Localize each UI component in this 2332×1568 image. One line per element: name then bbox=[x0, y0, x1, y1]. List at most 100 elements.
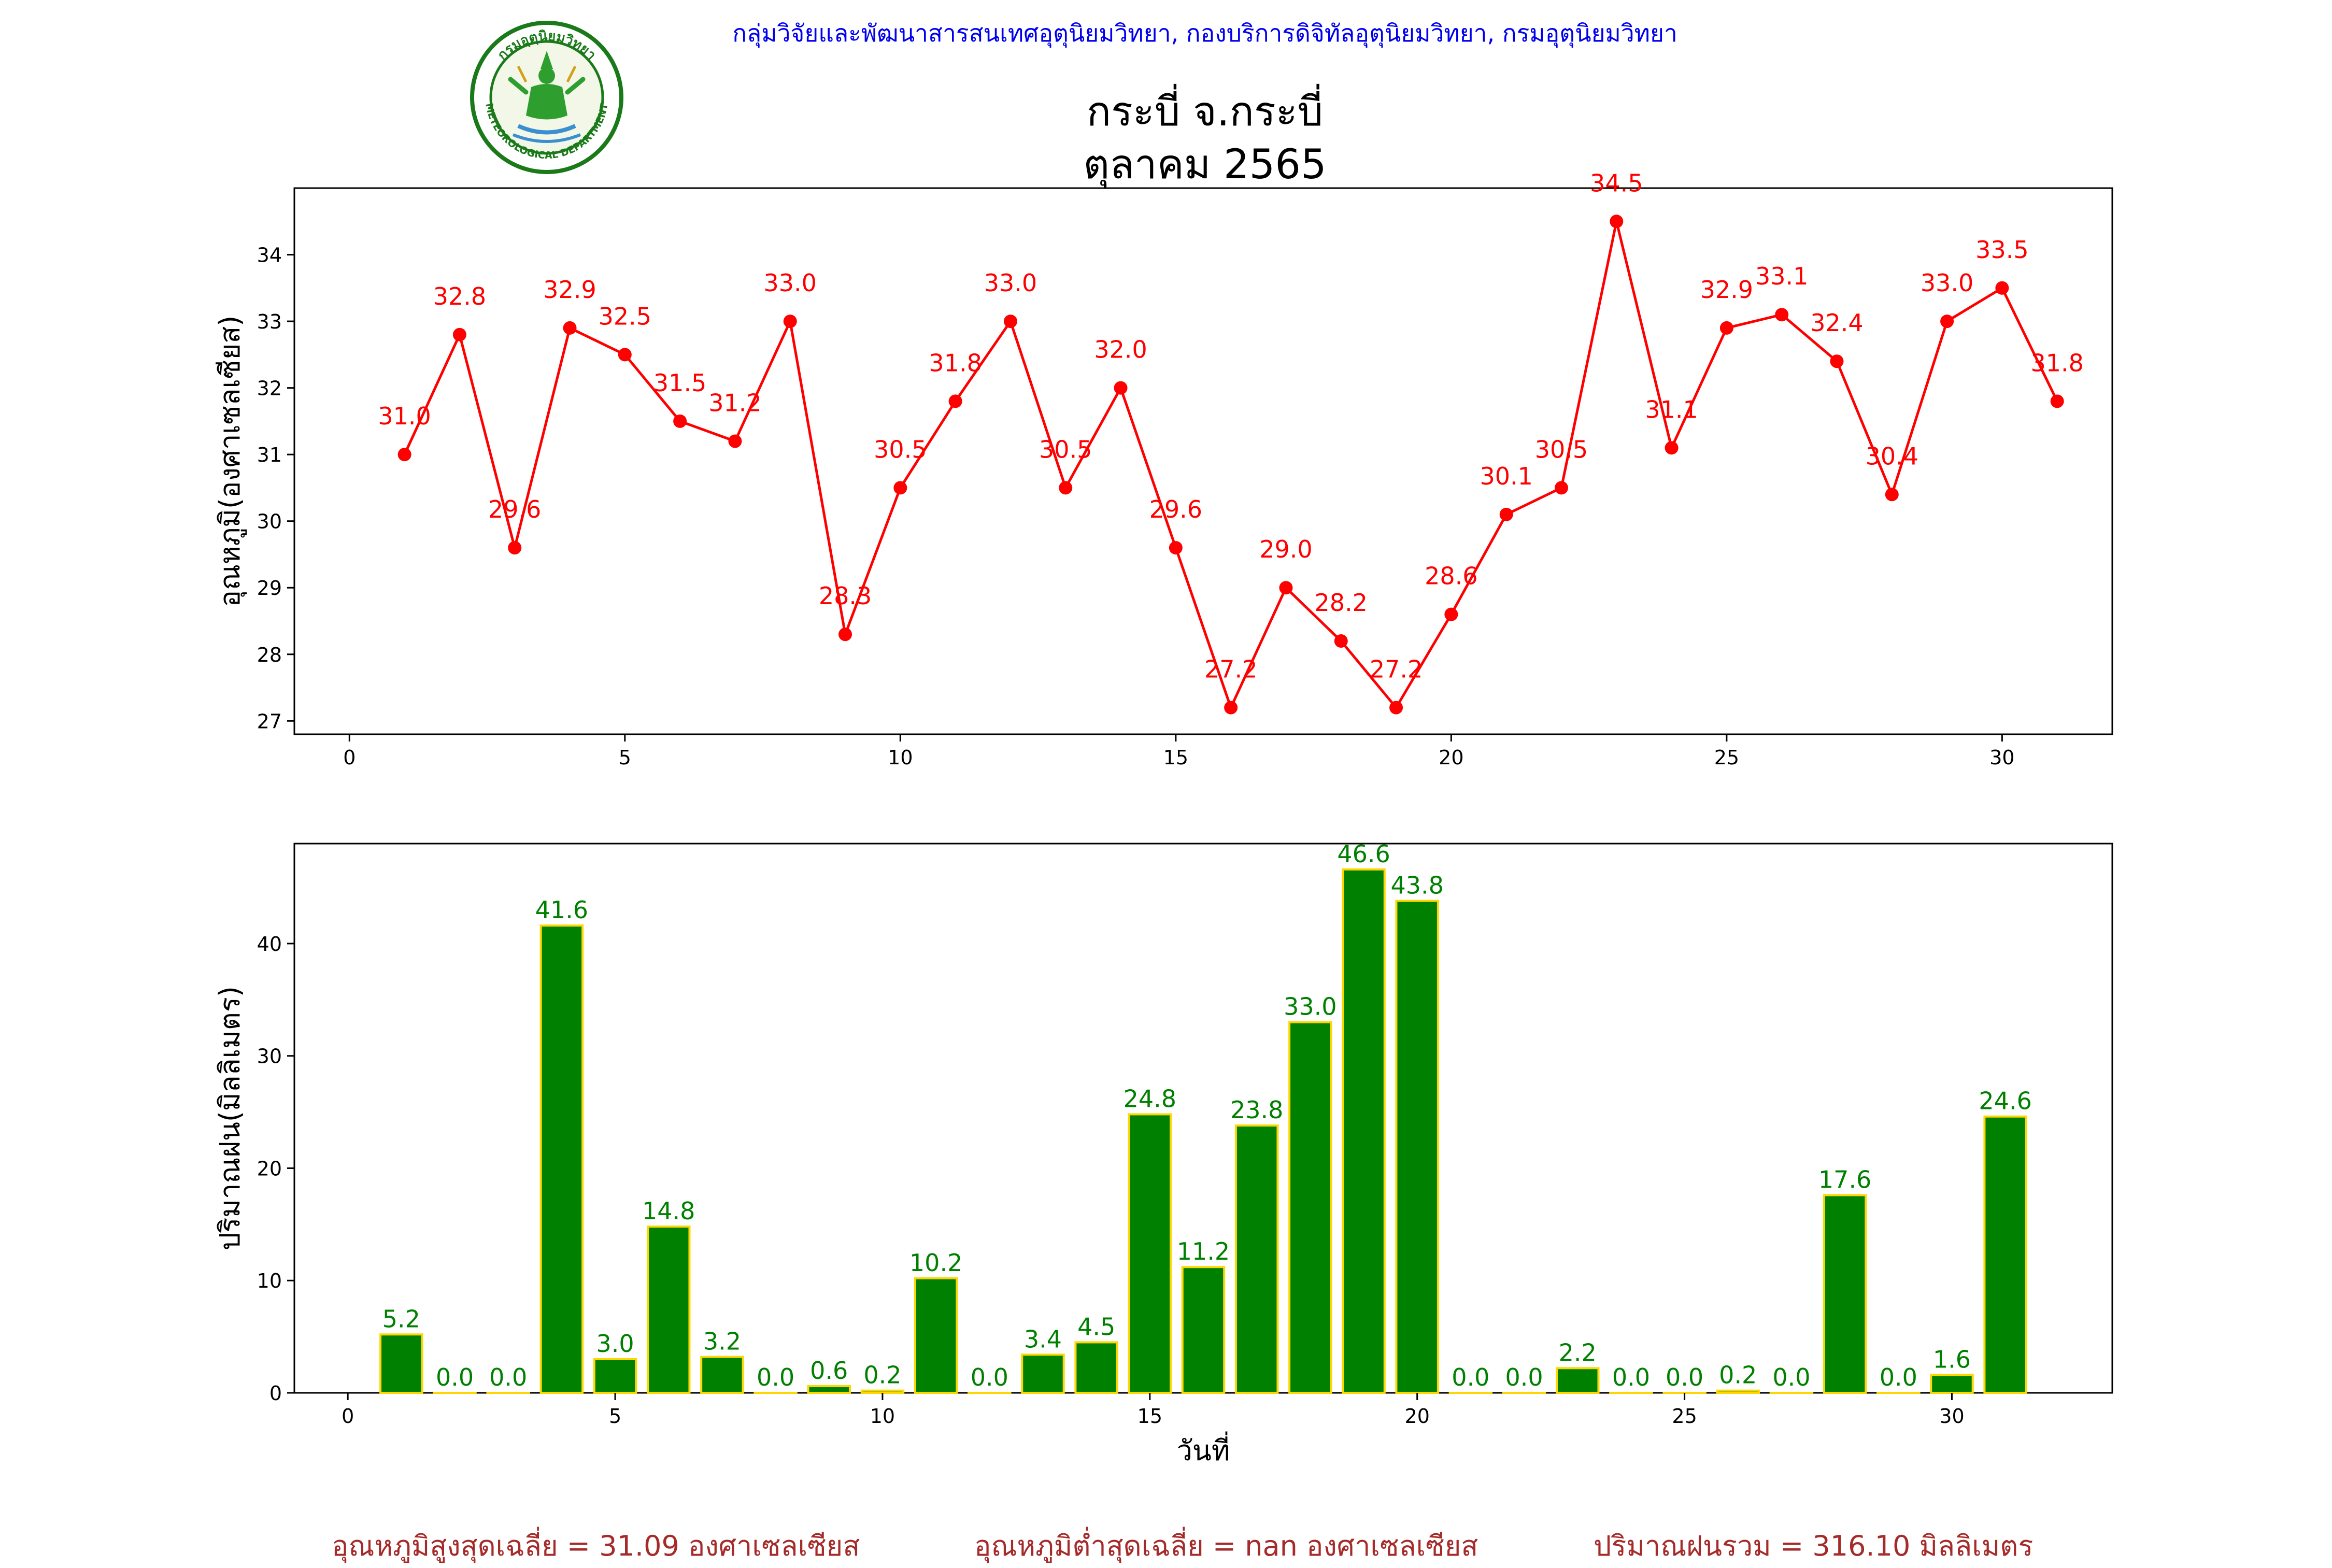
rain-data-label-4: 41.6 bbox=[535, 896, 588, 924]
rain-data-label-26: 0.2 bbox=[1719, 1361, 1757, 1389]
rain-bar-28 bbox=[1824, 1195, 1866, 1393]
temp-data-label-4: 32.9 bbox=[543, 276, 596, 304]
temp-point-23 bbox=[1610, 215, 1623, 228]
rain-xtick-label-3: 15 bbox=[1137, 1405, 1162, 1428]
rain-bar-14 bbox=[1075, 1342, 1117, 1393]
temp-point-22 bbox=[1555, 481, 1568, 494]
rain-bar-30 bbox=[1931, 1375, 1972, 1393]
temp-data-label-1: 31.0 bbox=[378, 402, 431, 430]
rain-data-label-1: 5.2 bbox=[382, 1305, 420, 1333]
rain-data-label-11: 10.2 bbox=[909, 1249, 962, 1277]
temp-point-13 bbox=[1059, 481, 1072, 494]
temp-data-label-26: 33.1 bbox=[1755, 262, 1808, 290]
rain-data-label-27: 0.0 bbox=[1772, 1363, 1810, 1391]
rain-xtick-label-6: 30 bbox=[1939, 1405, 1964, 1428]
temp-data-label-18: 28.2 bbox=[1315, 589, 1368, 617]
rain-data-label-25: 0.0 bbox=[1666, 1363, 1703, 1391]
rain-bar-1 bbox=[380, 1334, 422, 1393]
temp-ytick-label-3: 30 bbox=[257, 510, 282, 533]
temp-data-label-25: 32.9 bbox=[1700, 276, 1753, 304]
rain-data-label-9: 0.6 bbox=[810, 1357, 848, 1385]
temp-data-label-15: 29.6 bbox=[1149, 495, 1202, 523]
temp-point-19 bbox=[1389, 701, 1403, 715]
temp-data-label-13: 30.5 bbox=[1039, 435, 1092, 463]
temp-data-label-2: 32.8 bbox=[433, 282, 486, 310]
temp-point-9 bbox=[838, 628, 852, 641]
rain-data-label-16: 11.2 bbox=[1177, 1237, 1230, 1265]
temp-point-16 bbox=[1224, 701, 1238, 715]
temp-data-label-21: 30.1 bbox=[1480, 462, 1532, 490]
temp-data-label-28: 30.4 bbox=[1866, 442, 1918, 470]
rain-data-label-17: 23.8 bbox=[1230, 1096, 1283, 1124]
rain-data-label-28: 17.6 bbox=[1818, 1165, 1871, 1193]
temp-data-label-20: 28.6 bbox=[1425, 562, 1477, 590]
temp-point-29 bbox=[1940, 315, 1954, 328]
temp-data-label-10: 30.5 bbox=[874, 435, 927, 463]
temp-ytick-label-2: 29 bbox=[257, 577, 282, 600]
rain-bar-16 bbox=[1183, 1267, 1224, 1393]
rain-data-label-20: 43.8 bbox=[1390, 872, 1443, 900]
temp-point-20 bbox=[1444, 608, 1458, 621]
temp-data-label-5: 32.5 bbox=[599, 302, 651, 330]
temp-point-2 bbox=[453, 328, 466, 341]
temp-data-label-7: 31.2 bbox=[708, 389, 761, 417]
temp-point-10 bbox=[893, 481, 907, 494]
rain-data-label-23: 2.2 bbox=[1559, 1338, 1597, 1366]
rain-data-label-10: 0.2 bbox=[863, 1361, 901, 1389]
temp-point-30 bbox=[1995, 281, 2009, 295]
total-rainfall: ปริมาณฝนรวม = 316.10 มิลลิเมตร bbox=[1594, 1523, 2033, 1568]
rain-ytick-label-1: 10 bbox=[257, 1270, 282, 1292]
rain-data-label-6: 14.8 bbox=[642, 1197, 695, 1225]
rain-data-label-22: 0.0 bbox=[1505, 1363, 1543, 1391]
temp-point-17 bbox=[1279, 581, 1292, 594]
temp-ytick-label-1: 28 bbox=[257, 644, 282, 666]
temp-data-label-30: 33.5 bbox=[1975, 236, 2028, 264]
rain-bar-19 bbox=[1343, 869, 1384, 1393]
rain-ylabel: ปริมาณฝน(มิลลิเมตร) bbox=[214, 986, 246, 1250]
temp-point-3 bbox=[508, 541, 521, 554]
rain-bar-15 bbox=[1129, 1114, 1171, 1393]
rain-xtick-label-5: 25 bbox=[1672, 1405, 1697, 1428]
temp-xtick-label-5: 25 bbox=[1714, 746, 1739, 769]
temp-xtick-label-2: 10 bbox=[888, 746, 913, 769]
temp-data-label-17: 29.0 bbox=[1259, 535, 1312, 563]
rain-data-label-13: 3.4 bbox=[1024, 1325, 1062, 1353]
temp-point-27 bbox=[1830, 354, 1843, 368]
temp-data-label-22: 30.5 bbox=[1535, 435, 1588, 463]
rain-data-label-18: 33.0 bbox=[1284, 993, 1336, 1021]
temp-data-label-6: 31.5 bbox=[653, 369, 706, 397]
temp-series-line bbox=[405, 221, 2057, 707]
rain-bar-17 bbox=[1236, 1125, 1277, 1393]
rain-bar-26 bbox=[1717, 1391, 1759, 1393]
temp-ytick-label-5: 32 bbox=[257, 377, 282, 400]
temp-data-label-9: 28.3 bbox=[819, 582, 872, 610]
temp-data-label-31: 31.8 bbox=[2030, 349, 2083, 377]
rain-bar-5 bbox=[594, 1359, 636, 1393]
rain-xlabel: วันที่ bbox=[1177, 1431, 1230, 1467]
temp-data-label-24: 31.1 bbox=[1645, 395, 1698, 423]
rain-bar-6 bbox=[648, 1227, 689, 1393]
temp-ytick-label-4: 31 bbox=[257, 444, 282, 466]
rain-xtick-label-1: 5 bbox=[609, 1405, 621, 1428]
temp-point-12 bbox=[1004, 315, 1017, 328]
temp-data-label-12: 33.0 bbox=[984, 269, 1037, 297]
temp-data-label-11: 31.8 bbox=[929, 349, 982, 377]
temp-point-1 bbox=[398, 448, 411, 461]
temp-data-label-16: 27.2 bbox=[1204, 655, 1257, 683]
temp-point-24 bbox=[1665, 441, 1679, 454]
temp-ytick-label-0: 27 bbox=[257, 710, 282, 733]
rain-data-label-29: 0.0 bbox=[1880, 1363, 1917, 1391]
temp-point-25 bbox=[1720, 321, 1733, 335]
temp-data-label-14: 32.0 bbox=[1094, 336, 1147, 364]
rain-data-label-12: 0.0 bbox=[971, 1363, 1008, 1391]
temp-data-label-3: 29.6 bbox=[488, 495, 541, 523]
rain-data-label-30: 1.6 bbox=[1933, 1345, 1971, 1373]
rain-bar-31 bbox=[1984, 1117, 2026, 1393]
rain-ytick-label-4: 40 bbox=[257, 933, 282, 956]
temp-point-11 bbox=[949, 394, 962, 408]
temp-data-label-29: 33.0 bbox=[1921, 269, 1973, 297]
temp-data-label-23: 34.5 bbox=[1590, 169, 1643, 197]
rain-ytick-label-3: 30 bbox=[257, 1045, 282, 1068]
